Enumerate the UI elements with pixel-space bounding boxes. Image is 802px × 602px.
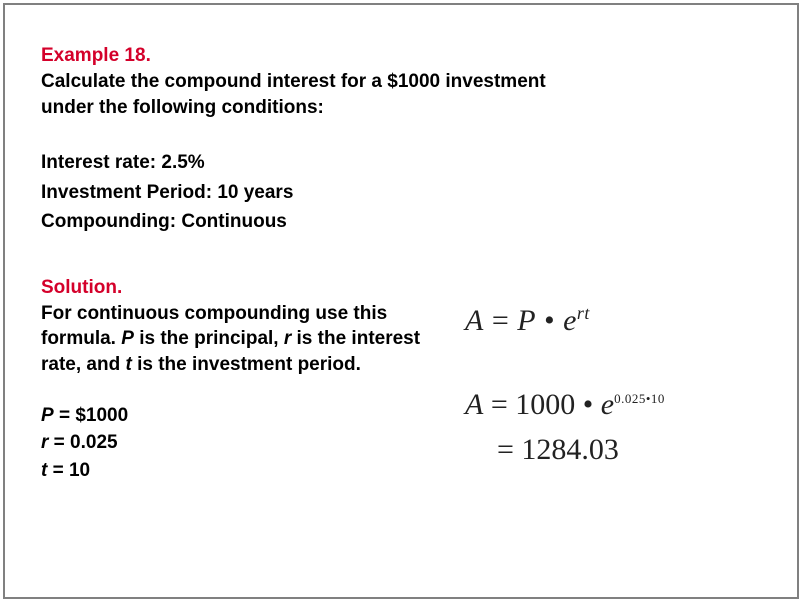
var-p: P <box>121 328 134 349</box>
problem-conditions: Interest rate: 2.5% Investment Period: 1… <box>41 148 761 236</box>
formula-A: A <box>465 304 484 337</box>
formula2-e: e <box>601 388 614 421</box>
condition-period: Investment Period: 10 years <box>41 178 761 207</box>
solution-explanation: For continuous compounding use this form… <box>41 301 461 378</box>
formula-exp-rt: rt <box>577 303 590 323</box>
formula2-A: A <box>465 388 483 421</box>
formula-P: P <box>517 304 536 337</box>
document-frame: Example 18. Calculate the compound inter… <box>3 3 799 599</box>
formula2-eq: = <box>483 388 515 421</box>
formula-general: A = P • ert <box>465 303 785 338</box>
formula2-result-line: = 1284.03 <box>465 427 785 472</box>
var-p-label: P <box>41 405 54 426</box>
formula-eq: = <box>484 304 517 337</box>
solution-text-mid1: is the principal, <box>134 328 284 349</box>
problem-prompt: Calculate the compound interest for a $1… <box>41 69 561 120</box>
condition-rate: Interest rate: 2.5% <box>41 148 761 177</box>
formula2-dot: • <box>575 388 601 421</box>
formula-e: e <box>563 304 577 337</box>
solution-text-post: is the investment period. <box>132 354 361 375</box>
var-t-value: = 10 <box>47 460 90 481</box>
var-r-value: = 0.025 <box>48 432 117 453</box>
solution-label: Solution. <box>41 277 761 299</box>
example-label: Example 18. <box>41 45 761 67</box>
formula2-result: 1284.03 <box>521 433 619 466</box>
var-p-value: = $1000 <box>54 405 129 426</box>
formula2-result-eq: = <box>497 433 521 466</box>
condition-compounding: Compounding: Continuous <box>41 207 761 236</box>
formula-dot: • <box>536 304 563 337</box>
formula-substituted: A = 1000 • e0.025•10 = 1284.03 <box>465 382 785 472</box>
formula2-exp: 0.025•10 <box>614 391 665 406</box>
document-content: Example 18. Calculate the compound inter… <box>5 5 797 597</box>
math-area: A = P • ert A = 1000 • e0.025•10 = 1284.… <box>465 303 785 472</box>
formula2-1000: 1000 <box>515 388 575 421</box>
